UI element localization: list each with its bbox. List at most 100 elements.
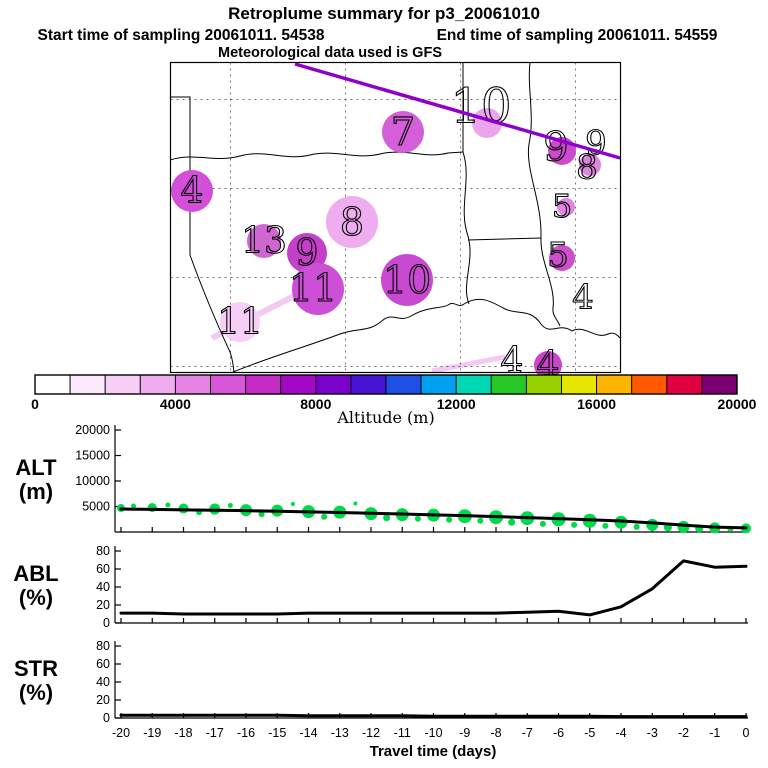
colorbar-cell <box>701 374 738 395</box>
colorbar-tick-label: 4000 <box>160 396 191 412</box>
plume-streak <box>431 354 506 374</box>
end-time-label: End time of sampling 20061011. 54559 <box>437 27 718 44</box>
plume-day-number: 9 <box>585 124 607 164</box>
particle-dot <box>383 514 391 522</box>
x-tick-label: -7 <box>522 726 533 740</box>
plume-day-number: 8 <box>340 200 364 244</box>
colorbar-cell <box>596 374 633 395</box>
x-tick-label: -18 <box>174 726 192 740</box>
colorbar-tick-label: 12000 <box>437 396 476 412</box>
x-tick-label: -10 <box>424 726 442 740</box>
plume-day-number: 10 <box>383 258 431 302</box>
plume-circle <box>557 198 575 216</box>
panel-unit-label: (m) <box>19 479 53 504</box>
series-line-alt <box>119 507 748 530</box>
map-frame <box>169 61 622 374</box>
x-tick-label: -4 <box>615 726 626 740</box>
x-tick-label: -3 <box>647 726 658 740</box>
altitude-colorbar: 0 4000 8000 12000 16000 20000 Altitude (m) <box>31 374 757 427</box>
x-tick-label: -6 <box>553 726 564 740</box>
plume-day-number: 5 <box>552 187 572 225</box>
y-tick-label: 60 <box>96 562 110 576</box>
plume-circle <box>381 254 433 306</box>
y-tick-label: 10000 <box>75 474 110 488</box>
colorbar-cell <box>69 374 106 395</box>
particle-dot <box>446 516 453 523</box>
plume-circle <box>247 224 281 258</box>
particle-dot <box>571 521 578 528</box>
plume-circle <box>382 111 424 153</box>
particle-dot <box>353 501 358 506</box>
plume-day-number: 9 <box>296 233 319 274</box>
particle-dot <box>290 501 295 506</box>
trajectory-line <box>294 62 621 160</box>
colorbar-cells: 0 4000 8000 12000 16000 20000 <box>31 374 757 412</box>
page-title: Retroplume summary for p3_20061010 <box>228 4 540 23</box>
particle-dot <box>321 513 328 520</box>
header: Retroplume summary for p3_20061010 Start… <box>38 4 718 61</box>
colorbar-cell <box>490 374 527 395</box>
y-tick-label: 20 <box>96 598 110 612</box>
x-tick-label: -11 <box>394 726 411 740</box>
start-time-label: Start time of sampling 20061011. 54538 <box>38 27 325 44</box>
plume-day-number: 9 <box>543 125 568 171</box>
colorbar-cell <box>420 374 457 395</box>
x-tick-label: -8 <box>490 726 501 740</box>
colorbar-cell <box>315 374 352 395</box>
y-tick-label: 20 <box>96 693 110 707</box>
plume-day-number: 13 <box>241 221 287 262</box>
y-tick-label: 40 <box>96 675 110 689</box>
x-tick-label: -12 <box>362 726 380 740</box>
y-tick-label: 20000 <box>75 423 110 437</box>
series-line-abl <box>119 559 748 617</box>
met-data-label: Meteorological data used is GFS <box>218 45 442 61</box>
colorbar-cell <box>385 374 422 395</box>
particle-dot <box>414 515 421 522</box>
plume-circle <box>549 245 575 271</box>
timeseries-panels: 2000015000100005000ALT(m)806040200ABL(%)… <box>13 423 751 740</box>
y-tick-label: 0 <box>103 616 110 630</box>
particle-dot <box>258 511 265 518</box>
particle-dot <box>633 523 640 530</box>
plume-day-number: 11 <box>217 302 263 343</box>
y-tick-label: 0 <box>103 711 110 725</box>
colorbar-cell <box>666 374 703 395</box>
plume-day-number: 5 <box>547 236 569 276</box>
particle-dot <box>646 518 659 531</box>
particle-dot <box>131 503 136 509</box>
plume-circle <box>326 196 378 248</box>
plume-circle <box>220 302 260 342</box>
x-tick-label: -20 <box>112 726 130 740</box>
x-tick-label: -2 <box>678 726 689 740</box>
colorbar-cell <box>350 374 387 395</box>
y-tick-label: 80 <box>96 544 110 558</box>
plume-day-number: 10 <box>450 78 511 134</box>
x-axis-title: Travel time (days) <box>370 743 497 760</box>
x-tick-label: -13 <box>331 726 349 740</box>
x-tick-label: -1 <box>709 726 720 740</box>
plume-day-number: 7 <box>391 110 415 154</box>
y-tick-label: 15000 <box>75 449 110 463</box>
colorbar-cell <box>174 374 211 395</box>
particle-dot <box>539 520 546 527</box>
particle-dot <box>227 502 233 508</box>
y-tick-label: 80 <box>96 639 110 653</box>
plume-circle <box>472 108 502 138</box>
colorbar-tick-label: 0 <box>31 396 39 412</box>
plume-circle <box>579 154 601 176</box>
plume-day-number: 4 <box>572 278 594 318</box>
colorbar-cell <box>280 374 317 395</box>
x-tick-label: -16 <box>237 726 255 740</box>
plume-circle <box>171 170 213 212</box>
panel-unit-label: (%) <box>19 680 53 705</box>
plume-day-number: 8 <box>576 148 598 188</box>
state-borders <box>169 62 621 373</box>
colorbar-tick-label: 8000 <box>300 396 331 412</box>
plume-circle <box>292 263 344 315</box>
y-tick-label: 40 <box>96 580 110 594</box>
x-tick-label: -17 <box>206 726 224 740</box>
panel-name-label: ABL <box>13 561 58 586</box>
